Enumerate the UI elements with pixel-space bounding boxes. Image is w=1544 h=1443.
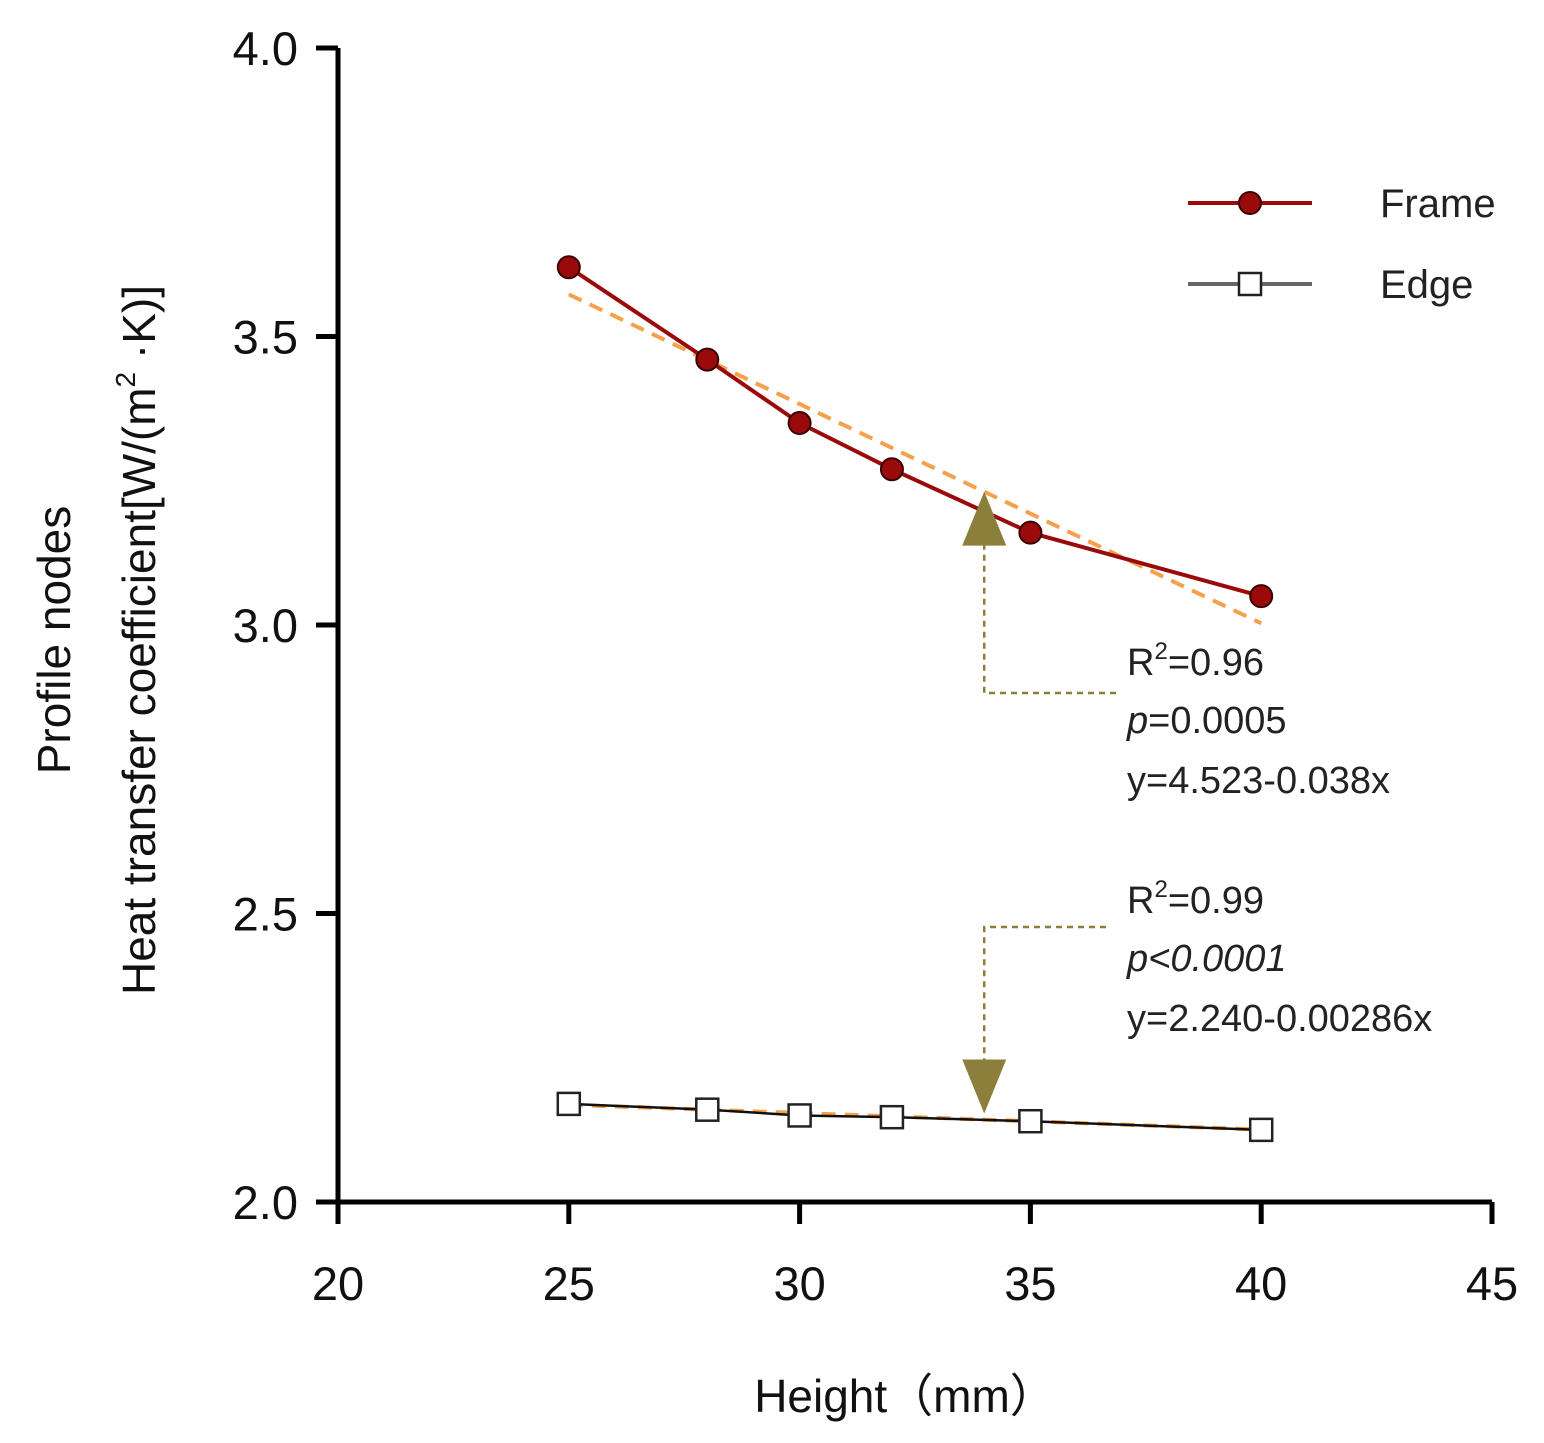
annotation-leader-frame: [982, 541, 1116, 695]
annotation-p-frame: p=0.0005: [1126, 700, 1287, 742]
fit-line-frame: [567, 292, 1263, 626]
x-tick-label: 35: [1004, 1257, 1056, 1310]
point-edge: [1018, 1108, 1043, 1134]
legend: Frame Edge: [1188, 182, 1496, 307]
point-edge: [695, 1097, 720, 1122]
point-edge: [787, 1103, 812, 1128]
r2-value: =0.99: [1168, 880, 1264, 922]
x-axis-title: Height（mm）: [754, 1370, 1056, 1422]
p-value: =0.0005: [1148, 700, 1286, 742]
annotation-equation-frame: y=4.523-0.038x: [1127, 760, 1390, 802]
y-axis-title-line1: Profile nodes: [28, 506, 80, 775]
y-tick-label: 2.0: [233, 1176, 298, 1229]
y-tick-label: 4.0: [233, 22, 298, 75]
annotation-r2-frame: R2=0.96: [1127, 638, 1264, 684]
r2-prefix: R: [1127, 642, 1154, 684]
y-axis-title-2: Heat transfer coefficient[W/(m2 ·K)]: [110, 285, 165, 995]
arrow-up-icon: [962, 491, 1007, 546]
point-edge: [879, 1104, 905, 1130]
point-frame: [695, 347, 720, 372]
arrow-down-icon: [962, 1059, 1007, 1114]
r2-sup: 2: [1154, 876, 1167, 903]
legend-marker-frame: [1238, 191, 1262, 215]
axes: 20 25 30 35 40 45 2.0 2.5 3.0 3.5 4.0: [233, 22, 1518, 1310]
p-symbol: p: [1126, 938, 1148, 980]
point-frame: [556, 255, 581, 280]
annotation-p-edge: p<0.0001: [1126, 938, 1287, 980]
point-frame: [1249, 584, 1274, 609]
r2-prefix: R: [1127, 880, 1154, 922]
y-axis-title-line2: Heat transfer coefficient[W/(m2 ·K)]: [110, 285, 165, 995]
point-frame: [787, 411, 812, 436]
y-tick-label: 3.5: [233, 311, 298, 364]
point-frame: [1018, 520, 1043, 545]
y-axis-title: Profile nodes: [28, 506, 80, 775]
x-tick-label: 40: [1235, 1257, 1287, 1310]
point-edge: [556, 1091, 582, 1117]
point-frame: [879, 457, 904, 482]
y-axis-title-sup: 2: [110, 372, 141, 388]
legend-label-edge: Edge: [1380, 263, 1473, 307]
y-axis-title-main: Heat transfer coefficient[W/(m: [113, 387, 165, 995]
annotations: R2=0.96p=0.0005y=4.523-0.038xR2=0.99p<0.…: [962, 491, 1432, 1114]
x-tick-label: 45: [1466, 1257, 1518, 1310]
x-tick-label: 30: [773, 1257, 825, 1310]
x-tick-label: 20: [312, 1257, 364, 1310]
p-value: <0.0001: [1148, 938, 1286, 980]
x-tick-label: 25: [543, 1257, 595, 1310]
legend-marker-edge: [1237, 271, 1263, 297]
annotation-r2-edge: R2=0.99: [1127, 876, 1264, 922]
series-line-edge: [568, 1102, 1262, 1132]
annotation-equation-edge: y=2.240-0.00286x: [1127, 998, 1432, 1040]
r2-value: =0.96: [1168, 642, 1264, 684]
point-edge: [1248, 1117, 1274, 1143]
y-axis-title-tail: ·K)]: [113, 285, 165, 372]
y-tick-label: 3.0: [233, 599, 298, 652]
p-symbol: p: [1126, 700, 1148, 742]
r2-sup: 2: [1154, 638, 1167, 665]
annotation-leader-edge: [982, 925, 1106, 1064]
series-group: [556, 255, 1274, 1143]
y-tick-label: 2.5: [233, 888, 298, 941]
series-line-frame: [567, 265, 1262, 599]
legend-label-frame: Frame: [1380, 182, 1496, 226]
